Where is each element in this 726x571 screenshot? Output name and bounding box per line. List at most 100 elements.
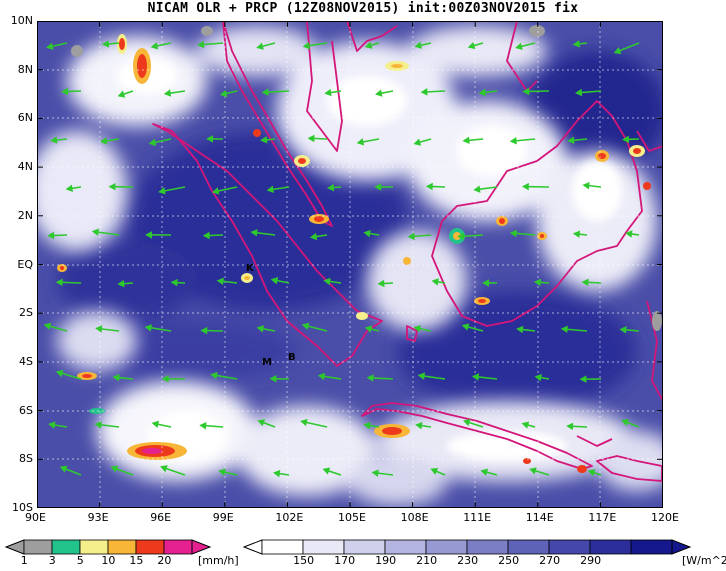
wind-arrow: [587, 469, 602, 477]
olr-unit-label: [W/m^2]: [682, 554, 726, 567]
wind-arrow: [309, 232, 328, 241]
wind-arrow: [619, 326, 640, 334]
wind-arrow: [317, 372, 342, 381]
precip-cell: [523, 458, 531, 464]
colorbar-tick-label: 210: [416, 554, 438, 567]
colorbar-tick-label: 10: [101, 554, 116, 567]
wind-arrow: [575, 88, 602, 97]
wind-arrow: [158, 186, 186, 195]
wind-arrow: [216, 277, 238, 286]
precip-cell: [595, 150, 609, 162]
colorbar-swatch: [630, 539, 673, 555]
wind-arrow: [99, 137, 120, 145]
wind-arrow: [467, 41, 484, 50]
map-marker-m: M: [262, 357, 272, 368]
colorbar-tick-label: 270: [539, 554, 561, 567]
precip-cell: [71, 45, 83, 57]
wind-arrow: [163, 89, 186, 97]
lat-label: 6N: [17, 111, 33, 125]
wind-arrow: [94, 421, 120, 429]
lon-label: 111E: [463, 511, 492, 524]
wind-arrow: [327, 183, 342, 192]
lon-label: 108E: [400, 511, 429, 524]
wind-arrow: [364, 325, 380, 333]
precip-cell: [309, 214, 329, 224]
wind-arrow: [50, 136, 68, 144]
precip-cell: [629, 145, 645, 157]
precip-cell: [385, 61, 409, 71]
wind-arrow: [581, 278, 602, 287]
precip-cell: [133, 48, 151, 84]
wind-arrow: [161, 375, 186, 383]
wind-arrow: [613, 42, 640, 55]
wind-arrow: [621, 419, 640, 428]
wind-arrow: [101, 40, 120, 48]
wind-arrow: [377, 279, 394, 288]
wind-arrow: [374, 183, 394, 191]
lon-label: 117E: [588, 511, 617, 524]
colorbar-swatch: [135, 539, 165, 555]
wind-arrow: [211, 186, 238, 195]
wind-arrow: [307, 134, 328, 143]
wind-arrow: [462, 136, 484, 145]
precip-cell: [117, 34, 127, 54]
wind-arrow: [356, 138, 380, 146]
wind-arrow: [625, 230, 640, 238]
wind-arrow: [323, 277, 342, 286]
wind-arrow: [117, 90, 134, 98]
wind-arrow: [473, 185, 498, 193]
colorbar-swatch: [107, 539, 137, 555]
colorbar-swatch: [79, 539, 109, 555]
wind-arrow: [324, 88, 342, 97]
lat-label: EQ: [17, 257, 33, 271]
wind-arrow: [457, 232, 484, 240]
lon-label: 105E: [338, 511, 366, 524]
colorbar-swatch: [548, 539, 591, 555]
wind-arrow: [622, 135, 640, 144]
wind-arrow: [529, 467, 550, 476]
olr-colorbar-svg: [242, 539, 692, 555]
wind-arrow: [261, 88, 290, 96]
wind-arrow: [407, 232, 432, 241]
wind-arrow: [219, 89, 238, 98]
colorbar-swatch: [466, 539, 509, 555]
wind-arrow: [256, 42, 276, 50]
precip-cell: [374, 424, 410, 438]
wind-arrow: [160, 465, 186, 476]
wind-arrow: [250, 229, 276, 237]
wind-arrow: [112, 373, 134, 382]
wind-arrow: [46, 42, 68, 50]
colorbar-swatch: [384, 539, 427, 555]
lon-label: 102E: [275, 511, 304, 524]
colorbar-swatch: [163, 539, 193, 555]
wind-arrow: [363, 229, 380, 238]
wind-arrow: [108, 182, 134, 191]
precip-cell: [403, 257, 411, 265]
wind-arrow: [260, 136, 276, 144]
wind-arrow: [197, 40, 224, 49]
precip-unit-label: [mm/h]: [198, 554, 239, 567]
precip-colorbar-svg: [4, 539, 212, 555]
colorbar-swatch: [507, 539, 550, 555]
colorbar-tick-label: 3: [48, 554, 56, 567]
wind-arrow: [256, 325, 276, 333]
lat-label: 6S: [19, 403, 33, 417]
wind-arrow: [462, 419, 484, 428]
wind-arrow: [572, 40, 588, 48]
lon-label: 114E: [525, 511, 554, 524]
colorbar-tick-label: 15: [129, 554, 144, 567]
wind-arrow: [270, 277, 290, 285]
wind-arrow: [300, 418, 328, 428]
wind-arrow: [471, 373, 498, 381]
lat-label: 2S: [19, 306, 33, 320]
wind-arrow: [515, 42, 536, 50]
wind-arrow: [425, 182, 446, 191]
colorbar-swatch: [51, 539, 81, 555]
wind-arrow: [302, 41, 328, 50]
colorbar-swatch: [425, 539, 468, 555]
colorbar-swatch: [589, 539, 632, 555]
wind-arrow: [582, 181, 602, 190]
precip-cell: [77, 372, 97, 380]
wind-arrow: [61, 87, 82, 96]
wind-arrow: [371, 469, 394, 477]
